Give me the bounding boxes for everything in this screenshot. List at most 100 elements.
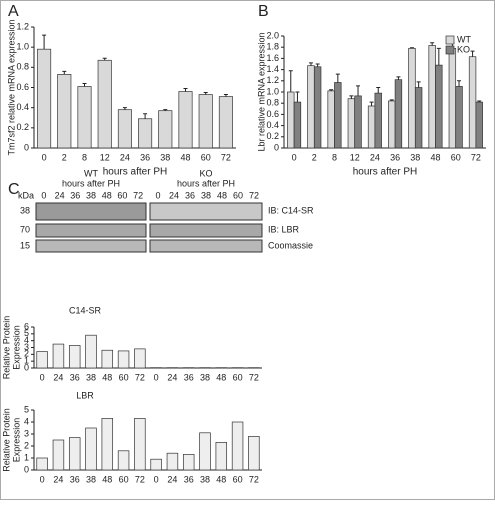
x-tick-label: 2	[62, 152, 67, 162]
bar	[102, 350, 113, 368]
bar	[456, 86, 463, 148]
x-tick-label: 48	[102, 474, 112, 484]
x-tick-label: 38	[200, 474, 210, 484]
bar	[314, 67, 321, 148]
lane-label: 48	[217, 190, 227, 200]
lane-label: 24	[169, 190, 179, 200]
lane-label: 24	[55, 190, 65, 200]
bar	[183, 454, 194, 470]
bar	[232, 422, 243, 470]
bar	[248, 436, 259, 470]
bar	[388, 101, 395, 148]
y-tick-label: 3	[24, 428, 29, 438]
bar	[216, 442, 227, 470]
y-tick-label: 1.6	[266, 53, 279, 63]
x-tick-label: 48	[430, 152, 440, 162]
x-tick-label: 38	[86, 474, 96, 484]
bar	[308, 66, 315, 148]
x-tick-label: 38	[86, 372, 96, 382]
y-tick-label: 0.6	[16, 82, 29, 92]
x-tick-label: 38	[200, 372, 210, 382]
x-tick-label: 48	[102, 372, 112, 382]
legend-swatch	[446, 46, 454, 54]
x-tick-label: 36	[184, 372, 194, 382]
bar	[37, 49, 50, 148]
x-tick-label: 0	[40, 372, 45, 382]
bar	[436, 65, 443, 148]
bar	[53, 344, 64, 368]
y-tick-label: 1.8	[266, 42, 279, 52]
bar	[53, 440, 64, 470]
bar	[134, 418, 145, 470]
blot-row-label: IB: LBR	[268, 224, 300, 234]
lane-label: 0	[41, 190, 46, 200]
lane-label: 72	[133, 190, 143, 200]
y-tick-label: 0.2	[266, 131, 279, 141]
bar	[86, 335, 97, 368]
lane-label: 38	[86, 190, 96, 200]
y-tick-label: 0	[24, 464, 29, 474]
x-tick-label: 60	[119, 474, 129, 484]
x-tick-label: 36	[390, 152, 400, 162]
y-tick-label: 1.2	[266, 75, 279, 85]
lane-label: 72	[249, 190, 259, 200]
bar	[37, 458, 48, 470]
blot-group-label: WT	[84, 168, 98, 178]
kda-value: 38	[20, 205, 30, 215]
x-tick-label: 38	[160, 152, 170, 162]
lane-label: 60	[233, 190, 243, 200]
x-tick-label: 24	[53, 372, 63, 382]
bar	[335, 82, 342, 148]
x-tick-label: 36	[184, 474, 194, 484]
y-tick-label: 0	[274, 142, 279, 152]
legend-label: WT	[457, 34, 471, 44]
x-tick-label: 36	[140, 152, 150, 162]
x-tick-label: 60	[233, 474, 243, 484]
blot-row-label: Coomassie	[268, 240, 313, 250]
y-tick-label: 1.2	[16, 21, 29, 31]
x-axis-label: hours after PH	[353, 167, 417, 178]
bar	[78, 86, 91, 148]
y-tick-label: 0.2	[16, 122, 29, 132]
legend-label: KO	[457, 44, 470, 54]
bar	[118, 110, 131, 148]
y-tick-label: 0.6	[266, 109, 279, 119]
bar	[294, 102, 301, 148]
x-tick-label: 72	[249, 474, 259, 484]
bar	[368, 106, 375, 148]
lane-label: 60	[117, 190, 127, 200]
blot-group-label: KO	[199, 168, 212, 178]
x-tick-label: 24	[167, 474, 177, 484]
x-tick-label: 12	[100, 152, 110, 162]
lane-label: 36	[185, 190, 195, 200]
x-tick-label: 0	[154, 372, 159, 382]
x-tick-label: 72	[249, 372, 259, 382]
y-axis-label: Expression	[11, 418, 21, 463]
y-tick-label: 0	[24, 142, 29, 152]
x-tick-label: 24	[53, 474, 63, 484]
x-tick-label: 8	[332, 152, 337, 162]
x-tick-label: 72	[221, 152, 231, 162]
bar	[69, 345, 80, 368]
bar	[395, 80, 402, 148]
panel-label: A	[8, 3, 19, 20]
x-tick-label: 38	[410, 152, 420, 162]
y-tick-label: 0.8	[266, 98, 279, 108]
bar	[200, 433, 211, 470]
x-tick-label: 72	[135, 372, 145, 382]
bar	[102, 418, 113, 470]
bar	[429, 46, 436, 148]
y-axis-label: Relative Protein	[1, 408, 11, 472]
bar	[355, 96, 362, 148]
bar	[167, 453, 178, 470]
y-tick-label: 0.8	[16, 62, 29, 72]
panel-label: B	[258, 3, 269, 20]
lane-label: 36	[70, 190, 80, 200]
x-tick-label: 48	[216, 474, 226, 484]
bar	[199, 95, 212, 148]
x-tick-label: 24	[120, 152, 130, 162]
x-tick-label: 48	[180, 152, 190, 162]
bar	[138, 119, 151, 148]
bar	[415, 88, 422, 148]
x-tick-label: 0	[42, 152, 47, 162]
